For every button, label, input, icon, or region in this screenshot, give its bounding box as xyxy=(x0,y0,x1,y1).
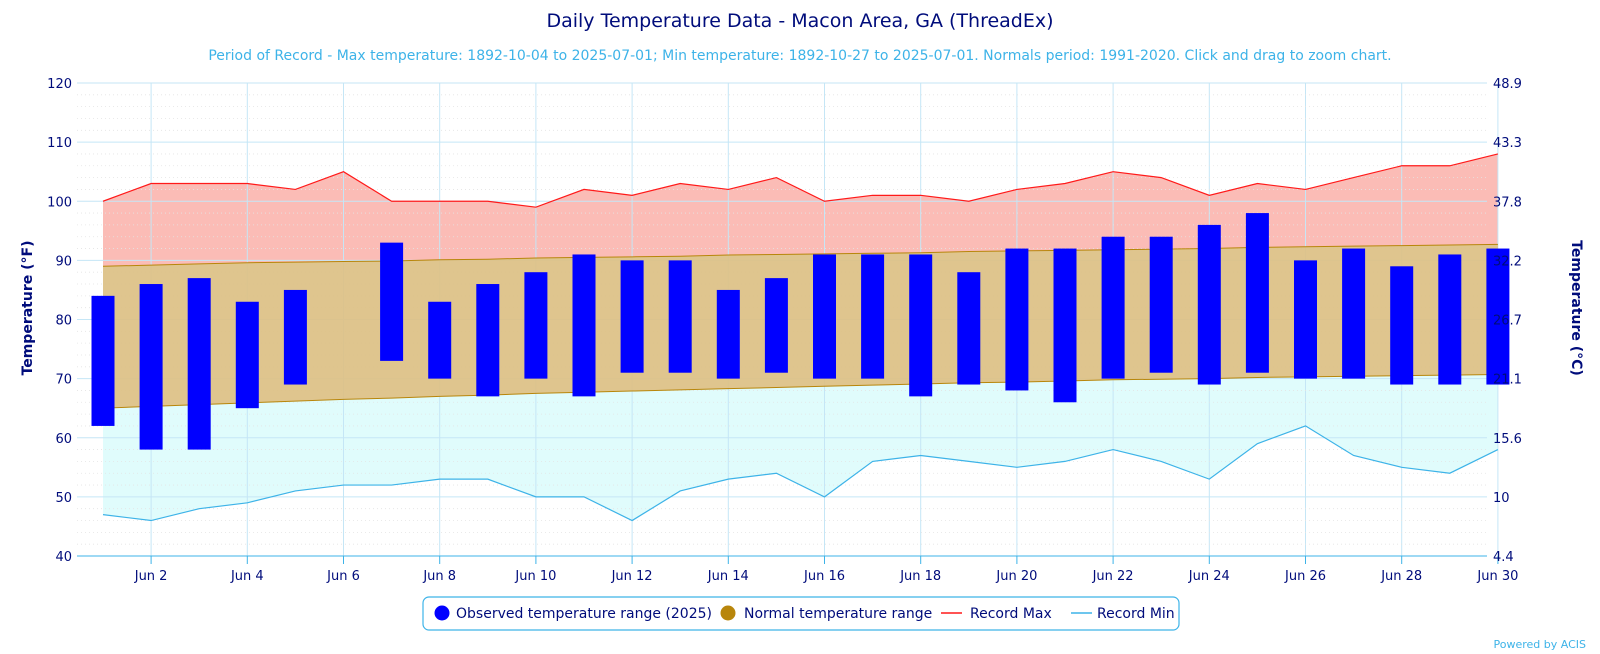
y-tick-label-left: 110 xyxy=(47,136,72,151)
observed-bar[interactable] xyxy=(1438,254,1462,385)
y-tick-label-left: 120 xyxy=(47,77,72,92)
x-tick-label: Jun 26 xyxy=(1284,569,1326,584)
observed-bar[interactable] xyxy=(283,289,307,385)
x-tick-label: Jun 4 xyxy=(230,569,264,584)
y-tick-label-left: 50 xyxy=(55,491,72,506)
observed-bar[interactable] xyxy=(909,254,933,397)
legend-observed-marker xyxy=(434,605,450,621)
x-tick-label: Jun 24 xyxy=(1188,569,1230,584)
x-tick-label: Jun 2 xyxy=(134,569,168,584)
x-tick-label: Jun 22 xyxy=(1092,569,1134,584)
observed-bar[interactable] xyxy=(476,284,500,397)
observed-bar[interactable] xyxy=(861,254,885,379)
legend-box xyxy=(422,596,1180,631)
observed-bar[interactable] xyxy=(139,284,163,450)
chart-title: Daily Temperature Data - Macon Area, GA … xyxy=(546,10,1053,32)
observed-bars xyxy=(91,213,1510,450)
y-axis-title-left: Temperature (°F) xyxy=(20,241,36,376)
y-tick-label-right: 21.1 xyxy=(1493,373,1522,388)
observed-bar[interactable] xyxy=(1390,266,1414,385)
x-tick-label: Jun 14 xyxy=(707,569,749,584)
y-tick-label-left: 60 xyxy=(55,432,72,447)
y-axis-title-right: Temperature (°C) xyxy=(1568,240,1584,376)
observed-bar[interactable] xyxy=(572,254,596,397)
y-tick-label-right: 26.7 xyxy=(1493,314,1522,329)
x-tick-label: Jun 6 xyxy=(326,569,360,584)
y-tick-label-right: 48.9 xyxy=(1493,77,1522,92)
y-tick-label-left: 90 xyxy=(55,254,72,269)
observed-bar[interactable] xyxy=(428,301,452,379)
observed-bar[interactable] xyxy=(957,272,981,385)
legend-record-min-label[interactable]: Record Min xyxy=(1097,606,1175,622)
y-tick-label-left: 80 xyxy=(55,314,72,329)
plot-area[interactable] xyxy=(103,153,1498,521)
x-tick-label: Jun 18 xyxy=(899,569,941,584)
legend-normal-label[interactable]: Normal temperature range xyxy=(744,606,932,622)
x-tick-label: Jun 10 xyxy=(514,569,556,584)
observed-bar[interactable] xyxy=(716,289,740,379)
observed-bar[interactable] xyxy=(91,295,115,426)
observed-bar[interactable] xyxy=(1005,248,1029,391)
observed-bar[interactable] xyxy=(1245,213,1269,373)
observed-bar[interactable] xyxy=(1294,260,1317,379)
record-min-line xyxy=(102,425,1499,522)
observed-bar[interactable] xyxy=(813,254,836,379)
normal-low-line xyxy=(102,373,1498,409)
y-tick-label-right: 4.4 xyxy=(1493,550,1514,565)
y-tick-label-right: 37.8 xyxy=(1493,195,1522,210)
record-lines xyxy=(102,153,1499,522)
observed-bar[interactable] xyxy=(380,242,404,361)
y-tick-label-left: 40 xyxy=(55,550,72,565)
y-tick-label-left: 100 xyxy=(47,195,72,210)
chart-subtitle: Period of Record - Max temperature: 1892… xyxy=(208,48,1391,64)
observed-bar[interactable] xyxy=(235,301,259,409)
y-tick-label-right: 10 xyxy=(1493,491,1510,506)
x-tick-label: Jun 16 xyxy=(803,569,845,584)
observed-bar[interactable] xyxy=(1053,248,1077,403)
x-tick-label: Jun 30 xyxy=(1476,569,1518,584)
y-tick-label-right: 43.3 xyxy=(1493,136,1522,151)
legend-observed-label[interactable]: Observed temperature range (2025) xyxy=(456,606,712,622)
legend: Observed temperature range (2025) Normal… xyxy=(422,596,1180,631)
legend-normal-marker xyxy=(720,605,736,621)
x-tick-label: Jun 8 xyxy=(422,569,456,584)
observed-bar[interactable] xyxy=(187,278,211,450)
observed-bar[interactable] xyxy=(620,260,644,373)
observed-bar[interactable] xyxy=(668,260,692,373)
observed-bar[interactable] xyxy=(1342,248,1366,379)
observed-bar[interactable] xyxy=(1486,248,1510,385)
axes: Jun 2 Jun 4 Jun 6 Jun 8 Jun 10 Jun 12 Jun 14 Ju… xyxy=(47,77,1522,584)
y-tick-label-left: 70 xyxy=(55,373,72,388)
record-max-line xyxy=(102,153,1499,208)
x-tick-label: Jun 12 xyxy=(611,569,653,584)
y-tick-label-right: 32.2 xyxy=(1493,254,1522,269)
record-min-area xyxy=(103,374,1498,521)
observed-bar[interactable] xyxy=(764,278,788,373)
powered-by-credit[interactable]: Powered by ACIS xyxy=(1494,638,1587,651)
x-tick-label: Jun 28 xyxy=(1380,569,1422,584)
normal-range-band xyxy=(103,244,1498,409)
record-max-area xyxy=(103,153,1498,267)
legend-record-max-label[interactable]: Record Max xyxy=(970,606,1052,622)
observed-bar[interactable] xyxy=(524,272,548,379)
y-tick-label-right: 15.6 xyxy=(1493,432,1522,447)
observed-bar[interactable] xyxy=(1101,236,1125,379)
observed-bar[interactable] xyxy=(1197,224,1221,385)
x-tick-label: Jun 20 xyxy=(995,569,1037,584)
observed-bar[interactable] xyxy=(1149,236,1173,373)
